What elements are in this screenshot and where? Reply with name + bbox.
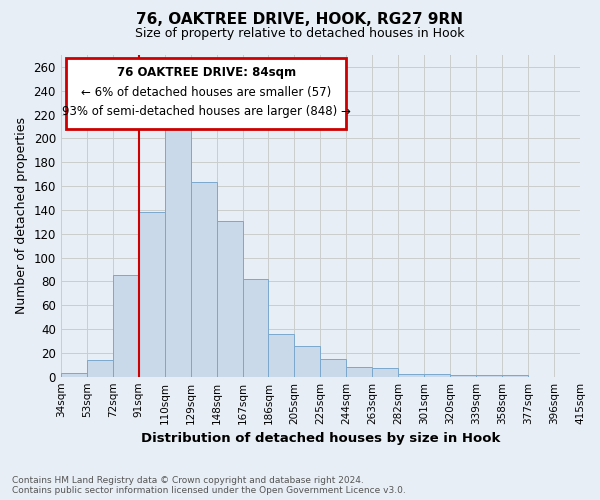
Bar — [398, 374, 424, 376]
Bar — [242, 279, 268, 376]
FancyBboxPatch shape — [66, 58, 346, 129]
Bar — [295, 346, 320, 376]
Text: 76 OAKTREE DRIVE: 84sqm: 76 OAKTREE DRIVE: 84sqm — [116, 66, 296, 80]
Text: 93% of semi-detached houses are larger (848) →: 93% of semi-detached houses are larger (… — [62, 105, 350, 118]
Bar — [424, 374, 450, 376]
Bar — [164, 129, 191, 376]
Bar — [320, 359, 346, 376]
Bar — [373, 368, 398, 376]
Bar — [139, 212, 164, 376]
Bar — [217, 220, 242, 376]
Bar — [61, 373, 87, 376]
Bar — [113, 276, 139, 376]
Text: Size of property relative to detached houses in Hook: Size of property relative to detached ho… — [135, 28, 465, 40]
Bar — [268, 334, 295, 376]
X-axis label: Distribution of detached houses by size in Hook: Distribution of detached houses by size … — [141, 432, 500, 445]
Bar — [346, 367, 373, 376]
Text: Contains HM Land Registry data © Crown copyright and database right 2024.
Contai: Contains HM Land Registry data © Crown c… — [12, 476, 406, 495]
Bar — [191, 182, 217, 376]
Text: 76, OAKTREE DRIVE, HOOK, RG27 9RN: 76, OAKTREE DRIVE, HOOK, RG27 9RN — [137, 12, 464, 28]
Text: ← 6% of detached houses are smaller (57): ← 6% of detached houses are smaller (57) — [81, 86, 331, 98]
Y-axis label: Number of detached properties: Number of detached properties — [15, 118, 28, 314]
Bar — [87, 360, 113, 376]
